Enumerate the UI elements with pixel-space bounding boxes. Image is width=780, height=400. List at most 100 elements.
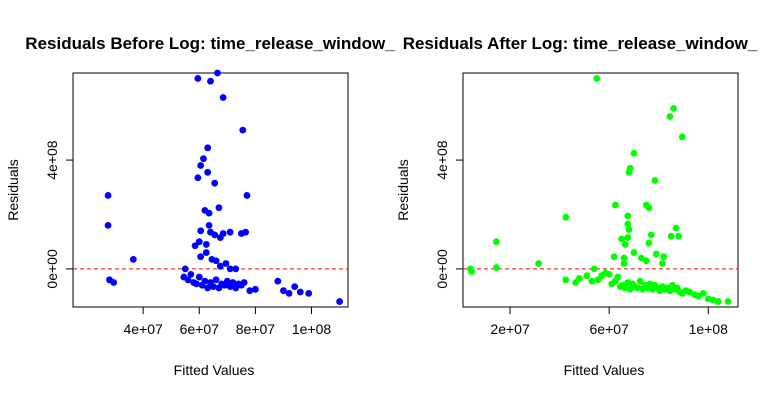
left-x-tick-label: 6e+07 xyxy=(180,321,220,337)
right-data-point xyxy=(675,232,682,240)
left-data-point xyxy=(285,289,293,297)
left-data-point xyxy=(184,276,192,284)
right-data-point xyxy=(637,254,645,262)
left-data-point xyxy=(181,265,189,273)
right-data-point xyxy=(624,212,632,220)
left-data-point xyxy=(187,270,195,278)
right-data-point xyxy=(694,292,702,300)
right-x-tick-label: 1e+08 xyxy=(689,321,729,337)
right-data-point xyxy=(636,277,644,285)
right-data-point xyxy=(645,239,653,247)
left-data-point xyxy=(205,221,213,229)
left-y-tick-label: 4e+08 xyxy=(44,140,60,180)
left-data-point xyxy=(296,288,304,296)
right-data-point xyxy=(642,201,650,209)
left-data-point xyxy=(197,227,205,235)
right-y-axis-title: Residuals xyxy=(395,159,411,220)
left-data-point xyxy=(226,265,234,273)
right-data-point xyxy=(724,298,732,305)
left-data-point xyxy=(223,277,231,285)
left-data-point xyxy=(200,155,207,163)
left-data-point xyxy=(197,253,205,261)
left-data-point xyxy=(305,289,313,297)
right-data-point xyxy=(620,260,628,267)
right-data-point xyxy=(670,104,677,112)
left-data-point xyxy=(201,277,209,285)
left-data-point xyxy=(251,285,259,293)
left-data-point xyxy=(215,204,223,212)
left-data-point xyxy=(280,287,287,295)
left-data-point xyxy=(239,126,247,134)
right-x-tick-label: 6e+07 xyxy=(590,321,630,337)
left-data-point xyxy=(243,192,251,199)
left-data-point xyxy=(216,262,224,270)
left-data-point xyxy=(195,238,203,246)
left-data-point xyxy=(211,179,219,187)
left-data-point xyxy=(274,277,282,285)
right-data-point xyxy=(630,249,638,256)
left-data-point xyxy=(291,283,299,290)
right-data-point xyxy=(678,133,686,141)
left-data-point xyxy=(226,228,234,236)
right-x-tick-label: 2e+07 xyxy=(490,321,530,337)
right-data-point xyxy=(611,201,619,209)
right-data-point xyxy=(686,288,694,296)
right-data-point xyxy=(588,277,596,285)
right-data-point xyxy=(647,231,655,239)
right-data-point xyxy=(659,260,666,267)
left-data-point xyxy=(197,162,205,169)
left-data-point xyxy=(195,273,203,281)
left-data-point xyxy=(232,265,240,273)
left-data-point xyxy=(205,209,213,217)
left-data-point xyxy=(104,221,112,229)
right-data-point xyxy=(626,164,634,172)
left-data-point xyxy=(193,280,200,288)
right-data-point xyxy=(593,75,601,82)
left-data-point xyxy=(212,257,220,265)
right-data-point xyxy=(624,220,632,228)
left-y-axis-title: Residuals xyxy=(5,159,21,220)
right-data-point xyxy=(620,254,628,262)
right-data-point xyxy=(652,250,660,258)
right-panel: Residuals After Log: time_release_window… xyxy=(395,34,758,378)
left-panel: Residuals Before Log: time_release_windo… xyxy=(5,34,395,378)
left-data-point xyxy=(204,168,212,176)
right-data-point xyxy=(626,285,634,293)
left-y-tick-label: 0e+00 xyxy=(44,249,60,289)
left-data-point xyxy=(207,77,214,85)
left-x-axis-title: Fitted Values xyxy=(174,362,255,378)
left-data-point xyxy=(204,284,212,292)
left-x-tick-label: 1e+08 xyxy=(292,321,332,337)
left-data-point xyxy=(336,298,343,305)
right-data-point xyxy=(666,113,674,120)
right-data-point xyxy=(493,264,500,271)
left-data-point xyxy=(211,231,219,239)
left-data-point xyxy=(246,287,254,295)
right-data-point xyxy=(562,213,570,221)
right-x-axis-title: Fitted Values xyxy=(564,362,645,378)
right-data-point xyxy=(605,270,613,278)
right-axes: 2e+07 6e+07 1e+08 0e+00 4e+08 xyxy=(434,140,728,337)
right-data-point xyxy=(614,273,622,281)
left-data-point xyxy=(202,249,210,256)
right-data-point xyxy=(493,238,500,246)
right-data-point xyxy=(624,234,632,242)
right-data-point xyxy=(625,226,633,233)
right-data-point xyxy=(660,253,668,261)
left-points xyxy=(104,69,343,305)
right-data-point xyxy=(714,298,722,305)
left-data-point xyxy=(212,276,220,284)
right-data-point xyxy=(583,272,591,280)
left-data-point xyxy=(194,75,202,82)
left-data-point xyxy=(194,174,202,182)
left-data-point xyxy=(222,260,230,267)
left-data-point xyxy=(104,192,112,199)
right-data-point xyxy=(630,149,638,157)
right-data-point xyxy=(562,276,570,284)
right-y-tick-label: 0e+00 xyxy=(434,249,450,289)
right-data-point xyxy=(672,224,680,232)
left-data-point xyxy=(129,255,137,263)
right-data-point xyxy=(590,265,598,273)
